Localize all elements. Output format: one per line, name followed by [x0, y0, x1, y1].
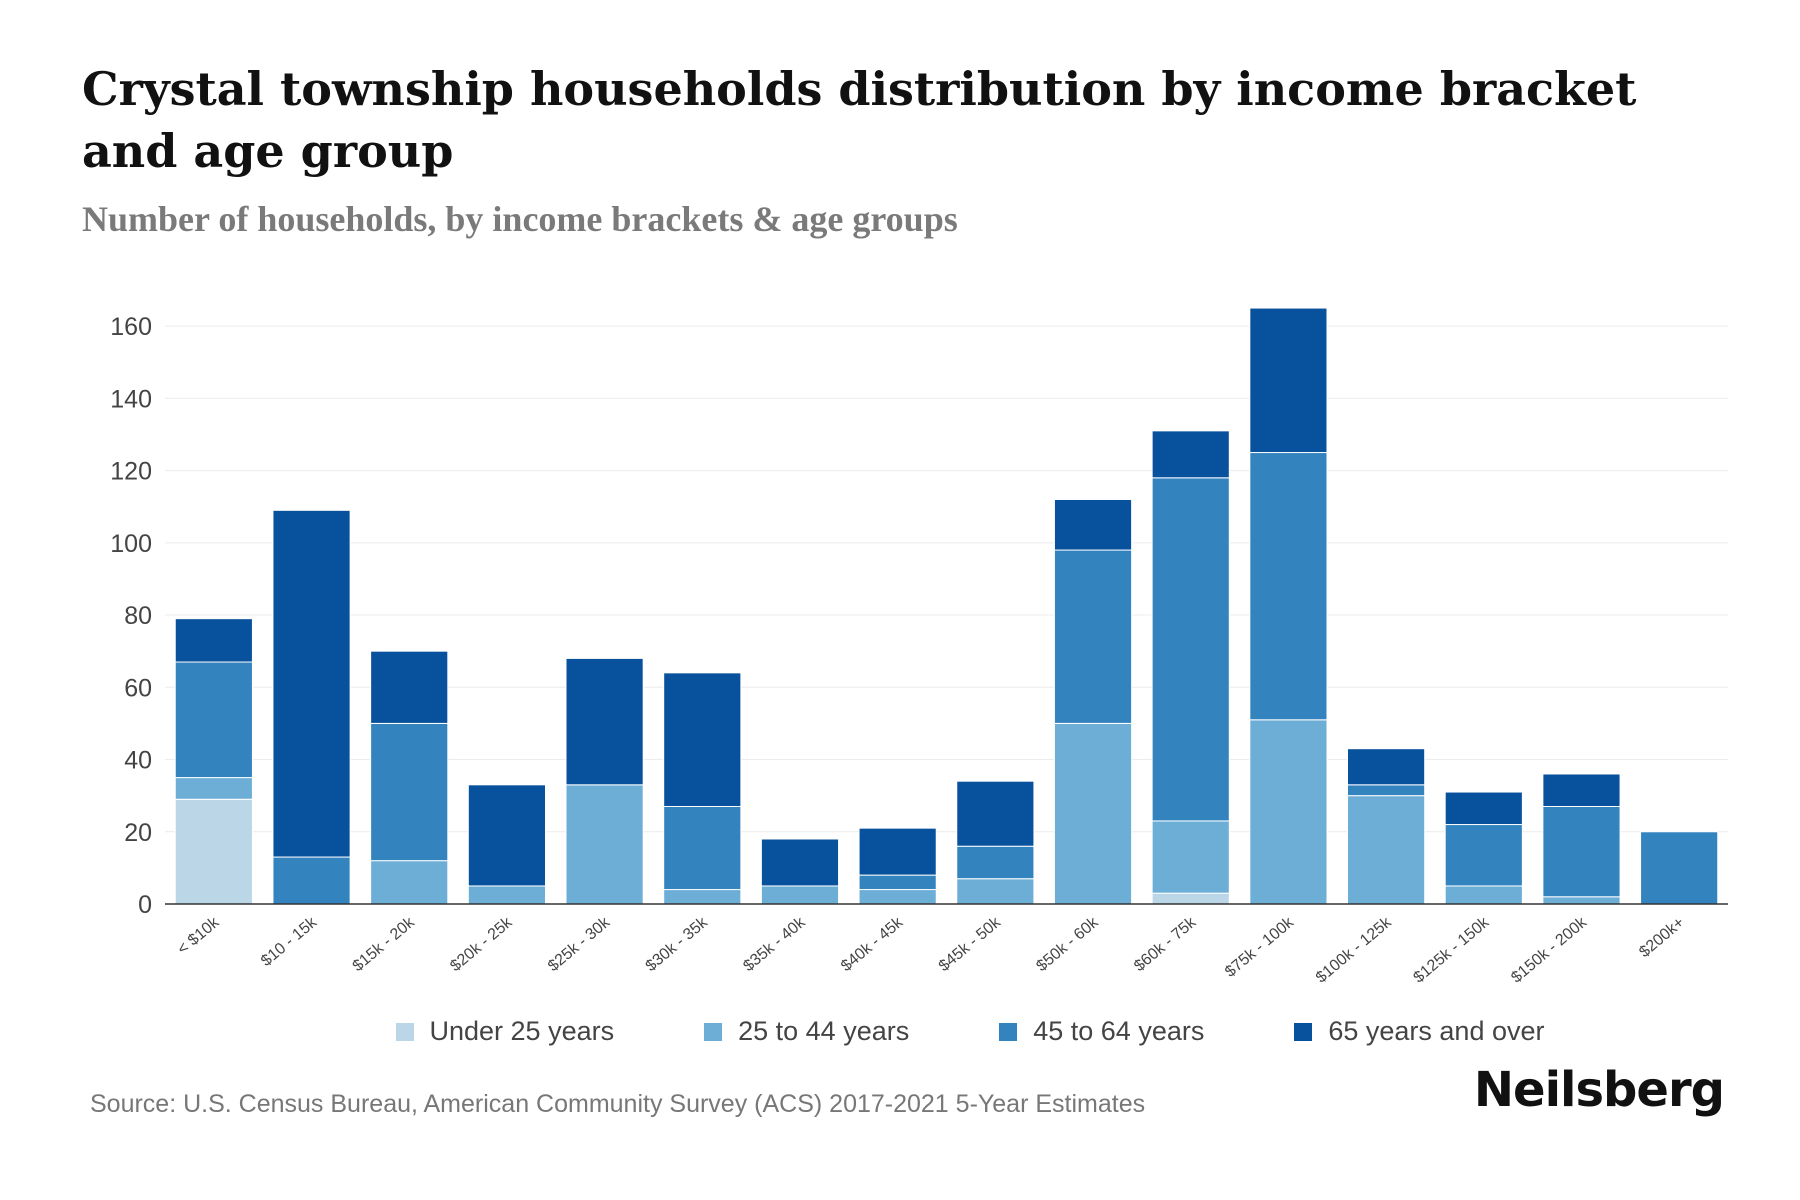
legend-swatch — [395, 1022, 414, 1041]
bar-segment — [956, 845, 1035, 880]
x-tick-label: $125k - 150k — [1411, 913, 1494, 986]
legend-swatch — [1294, 1022, 1313, 1041]
y-tick-label: 120 — [110, 458, 152, 486]
bar-segment — [174, 618, 253, 663]
source-note: Source: U.S. Census Bureau, American Com… — [90, 1090, 1146, 1118]
x-tick-label: $20k - 25k — [447, 913, 516, 975]
x-tick-label: $100k - 125k — [1313, 913, 1396, 986]
bar-segment — [370, 860, 449, 905]
legend-item: 25 to 44 years — [704, 1016, 909, 1047]
bar-segment — [1640, 831, 1719, 905]
bar-segment — [663, 805, 742, 891]
legend-swatch — [999, 1022, 1018, 1041]
chart-title: Crystal township households distribution… — [82, 62, 1637, 178]
bar-segment — [1444, 791, 1523, 826]
bar-segment — [663, 672, 742, 807]
bar-segment — [174, 661, 253, 779]
bar-segment — [1053, 498, 1133, 551]
bar-segment — [565, 657, 644, 786]
brand-logo: Neilsberg — [1473, 1062, 1725, 1118]
bar-segment — [1151, 820, 1230, 894]
legend-label: Under 25 years — [429, 1016, 615, 1046]
y-tick-label: 80 — [124, 602, 152, 630]
bar-segment — [1444, 824, 1523, 887]
legend-item: 65 years and over — [1294, 1016, 1545, 1047]
x-tick-label: $75k - 100k — [1222, 913, 1298, 980]
x-tick-label: $50k - 60k — [1033, 913, 1102, 975]
x-tick-label: $45k - 50k — [936, 913, 1005, 975]
legend-label: 45 to 64 years — [1033, 1016, 1205, 1046]
bar-segment — [272, 856, 351, 905]
x-tick-label: $30k - 35k — [643, 913, 712, 975]
y-tick-label: 100 — [110, 530, 152, 558]
bar-segment — [760, 885, 840, 905]
bar-segment — [174, 798, 253, 905]
bar-segment — [1053, 722, 1133, 905]
y-tick-label: 40 — [124, 747, 152, 775]
bar-segment — [760, 838, 840, 887]
legend-label: 65 years and over — [1328, 1016, 1545, 1046]
x-tick-label: $35k - 40k — [740, 913, 809, 975]
bar-segment — [1053, 549, 1133, 724]
y-tick-label: 140 — [110, 385, 152, 413]
bar-segment — [1347, 748, 1426, 786]
bar-segment — [858, 874, 937, 891]
bar-segment — [467, 885, 546, 905]
x-tick-label: $10 - 15k — [258, 913, 321, 970]
x-tick-label: $60k - 75k — [1131, 913, 1200, 975]
chart-legend: Under 25 years 25 to 44 years 45 to 64 yea… — [0, 1016, 1800, 1047]
legend-swatch — [704, 1022, 723, 1041]
x-tick-label: $15k - 20k — [350, 913, 419, 975]
y-tick-label: 60 — [124, 674, 152, 702]
y-tick-label: 20 — [124, 819, 152, 847]
bar-segment — [956, 780, 1035, 847]
bar-segment — [174, 777, 253, 800]
legend-item: 45 to 64 years — [999, 1016, 1204, 1047]
bar-segment — [956, 878, 1035, 905]
bar-segment — [858, 827, 937, 876]
x-tick-label: $200k+ — [1636, 914, 1687, 961]
bar-segment — [1444, 885, 1523, 905]
bar-segment — [858, 889, 937, 905]
bar-segment — [1542, 773, 1621, 807]
bar-segment — [1347, 784, 1426, 797]
x-tick-label: < $10k — [174, 913, 223, 958]
bar-segment — [565, 784, 644, 905]
x-tick-label: $150k - 200k — [1508, 913, 1591, 986]
bar-segment — [1542, 896, 1621, 905]
bar-segment — [663, 889, 742, 905]
x-tick-label: $40k - 45k — [838, 913, 907, 975]
bar-segment — [1249, 307, 1328, 454]
bar-segment — [370, 650, 449, 724]
bar-segment — [467, 784, 546, 887]
bar-segment — [1249, 719, 1328, 905]
stacked-bar-chart: 0 20 40 60 80 100 120 140 160 < $10k $10 - 15k $15k… — [110, 307, 1728, 987]
bar-segment — [1542, 805, 1621, 898]
bar-segment — [370, 722, 449, 862]
y-tick-label: 160 — [110, 313, 152, 341]
bar-segment — [272, 509, 351, 858]
y-tick-label: 0 — [138, 891, 152, 919]
x-tick-label: $25k - 30k — [545, 913, 614, 975]
legend-item: Under 25 years — [395, 1016, 615, 1047]
chart-subtitle: Number of households, by income brackets… — [82, 199, 958, 239]
bar-segment — [1151, 892, 1230, 905]
bar-segment — [1347, 795, 1426, 905]
bar-segment — [1249, 452, 1328, 721]
bar-segment — [1151, 430, 1230, 479]
bar-segment — [1151, 477, 1230, 822]
legend-label: 25 to 44 years — [738, 1016, 910, 1046]
